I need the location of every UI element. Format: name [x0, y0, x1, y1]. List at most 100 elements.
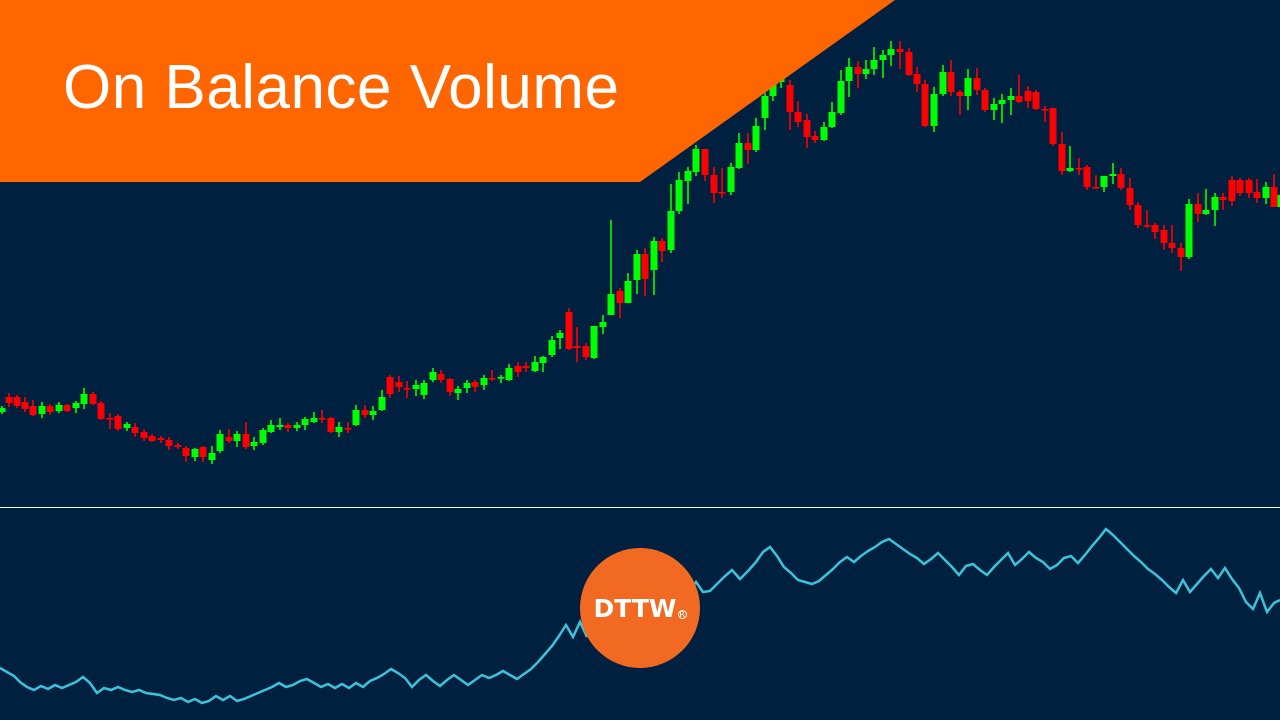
- candle: [310, 412, 318, 423]
- candle: [837, 70, 845, 115]
- candle: [233, 431, 241, 447]
- candle: [174, 443, 182, 449]
- candle: [624, 273, 632, 303]
- candle: [1032, 90, 1040, 110]
- candle: [794, 101, 802, 127]
- candle: [267, 420, 275, 433]
- candle: [675, 172, 683, 214]
- candle: [437, 370, 445, 383]
- candle: [38, 402, 46, 418]
- candle: [55, 402, 63, 413]
- candle: [208, 446, 216, 464]
- candle: [870, 47, 878, 75]
- candle: [1083, 165, 1091, 190]
- candle: [599, 315, 607, 334]
- candle: [386, 375, 394, 398]
- candle: [250, 437, 258, 450]
- candle: [361, 405, 369, 418]
- candle: [1253, 179, 1261, 203]
- candle: [1185, 199, 1193, 259]
- candle: [1151, 223, 1159, 239]
- candle: [276, 418, 284, 430]
- candle: [744, 133, 752, 164]
- banner-shape: [0, 0, 895, 182]
- candle: [344, 422, 352, 433]
- candle: [106, 413, 114, 429]
- candle: [242, 422, 250, 449]
- candle: [514, 362, 522, 377]
- candle: [692, 145, 700, 176]
- candle: [1228, 176, 1236, 206]
- candle: [123, 422, 131, 431]
- candle: [803, 114, 811, 148]
- candle: [913, 67, 921, 92]
- obv-line: [687, 527, 1280, 615]
- candle: [658, 238, 666, 262]
- candle: [216, 430, 224, 453]
- candle: [369, 406, 377, 420]
- candle: [573, 327, 581, 362]
- candle: [761, 93, 769, 130]
- candle: [1109, 163, 1117, 184]
- candle: [148, 434, 156, 442]
- candle: [1024, 86, 1032, 108]
- candle: [225, 429, 233, 443]
- candle: [845, 58, 853, 97]
- candle: [1277, 195, 1280, 207]
- candle: [29, 400, 37, 416]
- candle: [956, 90, 964, 115]
- candle: [522, 362, 530, 372]
- candle: [1007, 88, 1015, 115]
- candle: [131, 423, 139, 437]
- candle: [727, 163, 735, 195]
- candle: [80, 388, 88, 409]
- candle: [539, 356, 547, 372]
- candle: [641, 248, 649, 296]
- candle: [1015, 75, 1023, 103]
- candle: [454, 386, 462, 400]
- candle: [1143, 210, 1151, 228]
- candle: [1168, 225, 1176, 253]
- candle: [165, 437, 173, 450]
- candle: [1075, 158, 1083, 175]
- page-title: On Balance Volume: [63, 53, 620, 122]
- candle: [429, 368, 437, 382]
- candle: [1211, 193, 1219, 226]
- candle: [505, 364, 513, 381]
- candle: [412, 380, 420, 396]
- candle: [140, 429, 148, 441]
- candle: [318, 410, 326, 423]
- candle: [1262, 182, 1270, 204]
- candle: [607, 220, 615, 315]
- candle: [157, 436, 165, 443]
- candle: [488, 370, 496, 381]
- candle: [97, 401, 105, 420]
- candle: [182, 446, 190, 462]
- candle: [72, 401, 80, 413]
- candle: [1202, 189, 1210, 215]
- candle: [582, 343, 590, 360]
- candle: [420, 380, 428, 399]
- candle: [811, 131, 819, 143]
- candle: [293, 422, 301, 431]
- candle: [854, 61, 862, 88]
- candle: [650, 237, 658, 295]
- candle: [1092, 175, 1100, 189]
- candle: [471, 380, 479, 392]
- candle: [939, 65, 947, 96]
- candle: [531, 356, 539, 372]
- candle: [887, 41, 895, 66]
- candle: [1126, 178, 1134, 210]
- candle: [1117, 168, 1125, 190]
- candle: [1100, 176, 1108, 192]
- candle: [1049, 108, 1057, 146]
- candle: [463, 380, 471, 393]
- candle: [191, 448, 199, 461]
- candle: [565, 308, 573, 350]
- candle: [5, 393, 13, 407]
- candle: [998, 94, 1006, 123]
- registered-mark-icon: R: [677, 609, 687, 619]
